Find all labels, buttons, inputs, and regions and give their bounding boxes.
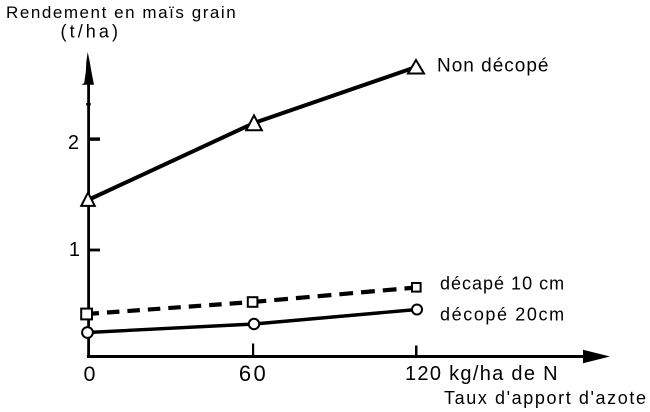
- svg-text:1: 1: [69, 239, 80, 261]
- svg-text:2: 2: [68, 132, 79, 154]
- svg-text:0: 0: [84, 362, 96, 386]
- svg-text:Rendement en maïs grain: Rendement en maïs grain: [6, 3, 237, 22]
- svg-text:Non décopé: Non décopé: [437, 56, 549, 77]
- svg-text:décopé 20cm: décopé 20cm: [440, 305, 566, 325]
- svg-text:(t/ha): (t/ha): [61, 22, 122, 42]
- svg-text:60: 60: [239, 361, 268, 386]
- svg-text:décapé 10 cm: décapé 10 cm: [440, 274, 565, 294]
- svg-text:Taux d'apport d'azote: Taux d'apport d'azote: [444, 388, 648, 408]
- svg-text:120 kg/ha de N: 120 kg/ha de N: [405, 363, 559, 385]
